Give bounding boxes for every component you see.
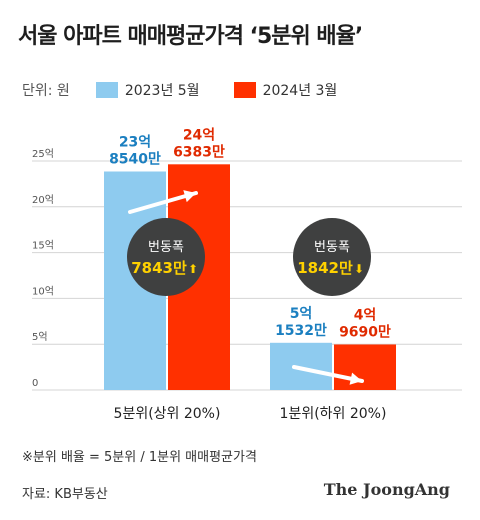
y-tick-label-0: 0 — [32, 378, 38, 389]
publisher-logo: The JoongAng — [323, 480, 450, 499]
data-label-bottom-1-0: 6383만 — [173, 144, 225, 160]
chart-title: 서울 아파트 매매평균가격 ‘5분위 배율’ — [18, 24, 363, 49]
change-title-1: 번동폭 — [314, 240, 350, 255]
unit-label: 단위: 원 — [22, 83, 70, 99]
bar-2024-1 — [334, 344, 396, 390]
trend-arrow-bottom-shaft — [292, 365, 364, 383]
data-label-top-0-0: 23억 — [119, 134, 151, 150]
category-label-1: 1분위(하위 20%) — [280, 406, 387, 422]
y-tick-label-4: 20억 — [32, 194, 54, 206]
change-circle-1 — [293, 218, 371, 296]
change-value-0: 7843만 — [131, 259, 187, 277]
y-tick-label-1: 5억 — [32, 331, 48, 343]
trend-arrow-top-shaft — [128, 191, 198, 214]
legend: 단위: 원 2023년 5월 2024년 3월 — [22, 80, 371, 100]
data-label-top-0-1: 5억 — [290, 306, 313, 322]
category-label-0: 5분위(상위 20%) — [114, 406, 221, 422]
y-tick-label-2: 10억 — [32, 285, 54, 297]
legend-swatch-2024 — [233, 82, 256, 98]
change-value-1: 1842만 — [297, 259, 353, 277]
legend-label-2024: 2024년 3월 — [262, 83, 338, 99]
source-note: 자료: KB부동산 — [22, 487, 108, 502]
change-circle-0 — [127, 218, 205, 296]
data-label-bottom-0-1: 1532만 — [275, 323, 327, 339]
trend-arrow-top-head — [183, 190, 196, 203]
trend-arrow-bottom-head — [349, 372, 362, 385]
change-arrow-down-icon: ⬇ — [354, 262, 364, 276]
data-label-top-1-0: 24억 — [183, 127, 215, 143]
legend-swatch-2023 — [95, 82, 118, 98]
change-title-0: 번동폭 — [148, 240, 184, 255]
footnote: ※분위 배율 = 5분위 / 1분위 매매평균가격 — [22, 450, 257, 465]
legend-label-2023: 2023년 5월 — [124, 83, 200, 99]
data-label-bottom-1-1: 9690만 — [339, 324, 391, 340]
y-tick-label-5: 25억 — [32, 148, 54, 160]
data-label-top-1-1: 4억 — [354, 307, 377, 323]
data-label-bottom-0-0: 8540만 — [109, 151, 161, 167]
y-tick-label-3: 15억 — [32, 240, 54, 252]
change-arrow-up-icon: ⬆ — [188, 262, 198, 276]
bar-2023-1 — [270, 342, 332, 390]
